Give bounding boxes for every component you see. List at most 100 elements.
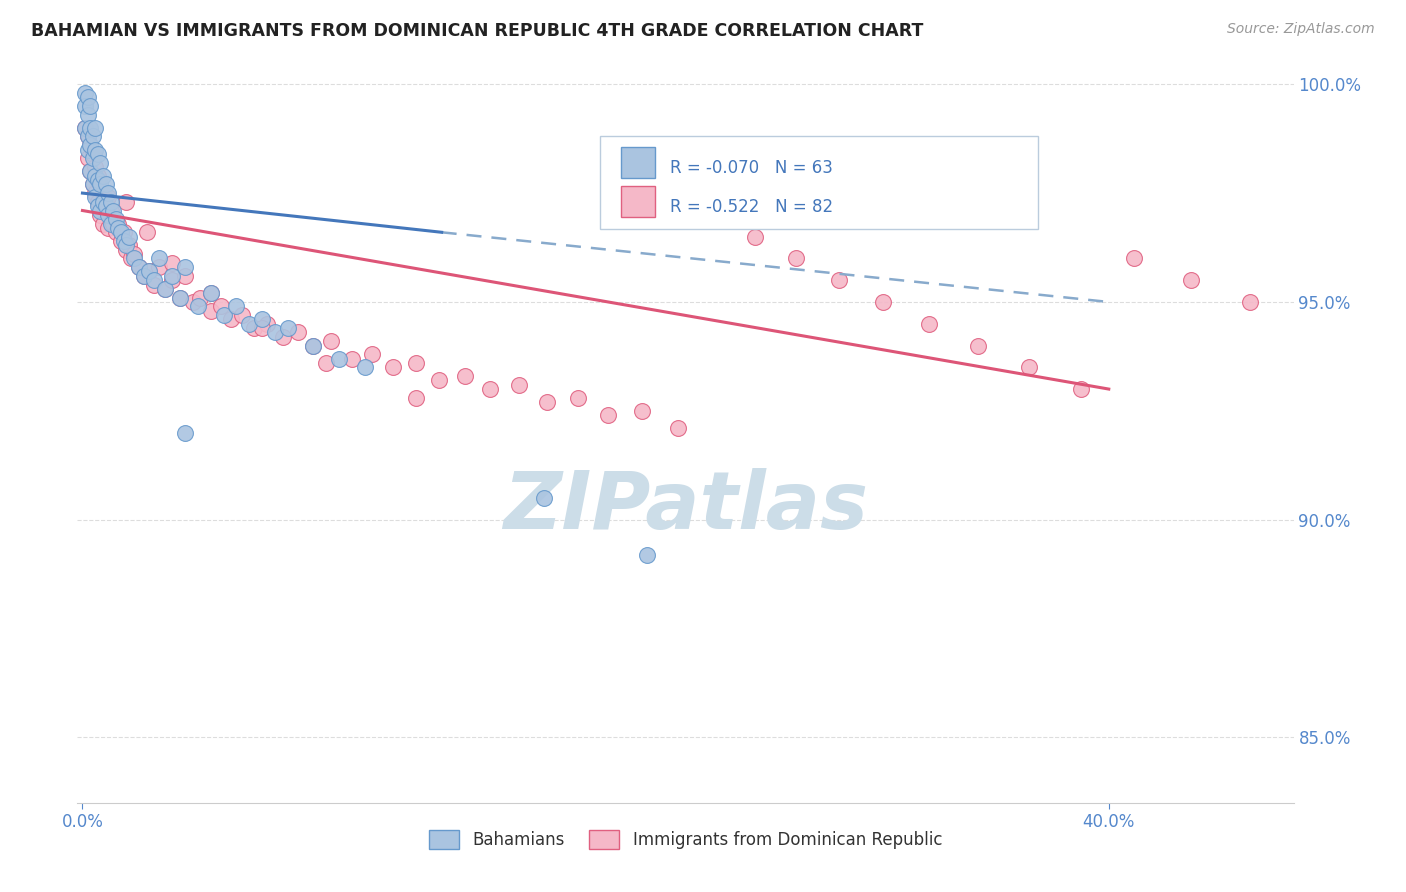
Point <box>79 164 101 178</box>
FancyBboxPatch shape <box>600 136 1038 229</box>
Point <box>1239 295 1261 310</box>
Point <box>73 99 96 113</box>
Point <box>76 108 98 122</box>
Point <box>219 312 242 326</box>
Point <box>73 120 96 135</box>
Point <box>427 373 450 387</box>
Point <box>238 317 260 331</box>
Point <box>84 120 107 135</box>
Point <box>162 256 184 270</box>
Point <box>110 225 132 239</box>
Point <box>143 273 166 287</box>
Point <box>87 169 110 183</box>
Point <box>79 164 101 178</box>
Point <box>89 178 111 192</box>
Point <box>82 178 104 192</box>
Point <box>250 321 273 335</box>
Point <box>97 208 120 222</box>
Point <box>122 252 145 266</box>
Point <box>174 260 197 274</box>
Point <box>107 221 129 235</box>
Point <box>82 151 104 165</box>
Point <box>200 303 222 318</box>
Point <box>79 138 101 153</box>
Point <box>744 229 766 244</box>
Point <box>84 186 107 200</box>
Point <box>302 338 325 352</box>
Point <box>271 330 294 344</box>
Point <box>148 252 170 266</box>
Point <box>135 225 157 239</box>
Point <box>82 178 104 192</box>
Point <box>162 268 184 283</box>
Point <box>1123 252 1146 266</box>
Point <box>97 221 120 235</box>
Point <box>94 178 117 192</box>
Point <box>120 252 142 266</box>
Point <box>87 173 110 187</box>
Point <box>666 421 689 435</box>
Point <box>84 169 107 183</box>
Point <box>89 208 111 222</box>
Point <box>100 194 122 209</box>
Point <box>536 395 558 409</box>
Point <box>302 338 325 352</box>
Point <box>321 334 343 348</box>
Point <box>200 286 222 301</box>
Point <box>107 217 129 231</box>
Point <box>94 199 117 213</box>
Point <box>533 491 555 505</box>
Point <box>100 203 122 218</box>
Point <box>162 273 184 287</box>
Point <box>89 203 111 218</box>
Point <box>84 190 107 204</box>
Point <box>209 299 232 313</box>
Text: R = -0.522   N = 82: R = -0.522 N = 82 <box>669 198 832 216</box>
Point <box>967 338 990 352</box>
Point <box>225 299 247 313</box>
Point <box>243 321 266 335</box>
Point <box>117 229 139 244</box>
Point <box>1070 382 1092 396</box>
Point <box>76 129 98 144</box>
Point <box>73 120 96 135</box>
Point <box>872 295 894 310</box>
Text: Source: ZipAtlas.com: Source: ZipAtlas.com <box>1227 22 1375 37</box>
Point <box>115 243 138 257</box>
Point <box>76 90 98 104</box>
Point <box>287 326 309 340</box>
Point <box>110 234 132 248</box>
Point <box>250 312 273 326</box>
Point <box>1303 317 1326 331</box>
Point <box>256 317 278 331</box>
Point <box>79 99 101 113</box>
Point <box>82 147 104 161</box>
Point <box>97 190 120 204</box>
Point <box>115 238 138 252</box>
Point <box>785 252 807 266</box>
Bar <box>621 186 655 217</box>
Point <box>103 217 125 231</box>
Point <box>277 321 299 335</box>
Text: BAHAMIAN VS IMMIGRANTS FROM DOMINICAN REPUBLIC 4TH GRADE CORRELATION CHART: BAHAMIAN VS IMMIGRANTS FROM DOMINICAN RE… <box>31 22 924 40</box>
Point <box>479 382 502 396</box>
Point <box>153 282 176 296</box>
Point <box>91 169 114 183</box>
Point <box>138 264 160 278</box>
Point <box>73 86 96 100</box>
Point <box>76 143 98 157</box>
Point <box>169 291 191 305</box>
Point <box>112 234 135 248</box>
Point <box>1018 360 1040 375</box>
Point <box>76 129 98 144</box>
Point <box>91 186 114 200</box>
Point <box>87 147 110 161</box>
Point <box>169 291 191 305</box>
Point <box>361 347 384 361</box>
Point <box>264 326 287 340</box>
Point <box>153 282 176 296</box>
Point <box>143 277 166 292</box>
Point <box>567 391 589 405</box>
Point <box>79 138 101 153</box>
Text: R = -0.070   N = 63: R = -0.070 N = 63 <box>669 160 832 178</box>
